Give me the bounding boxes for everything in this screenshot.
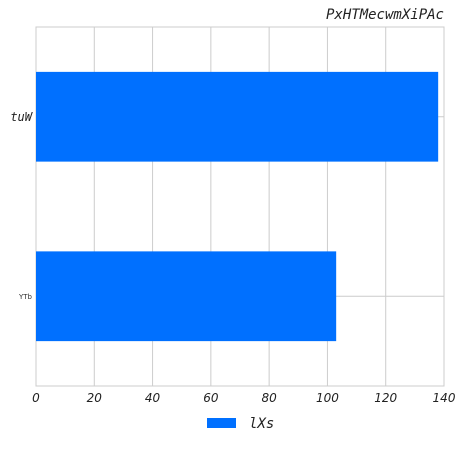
- x-tick-label: 120: [374, 391, 397, 405]
- bar-tuW: [36, 71, 439, 162]
- y-axis-ticks: tuW YTb: [10, 110, 33, 301]
- x-tick-label: 40: [145, 391, 161, 405]
- bars: [36, 71, 439, 342]
- legend: lXs: [207, 416, 274, 432]
- x-tick-label: 100: [316, 391, 339, 405]
- x-tick-label: 0: [32, 391, 40, 405]
- y-tick-label: YTb: [18, 293, 33, 301]
- chart-title: PxHTMecwmXiPAc: [326, 7, 444, 23]
- x-tick-label: 20: [87, 391, 103, 405]
- legend-label: lXs: [249, 416, 274, 432]
- x-tick-label: 80: [262, 391, 278, 405]
- y-tick-label: tuW: [10, 110, 33, 124]
- x-axis-ticks: 0 20 40 60 80 100 120 140: [32, 391, 456, 405]
- x-tick-label: 60: [203, 391, 219, 405]
- bar-YTb: [36, 251, 337, 342]
- legend-swatch: [207, 418, 236, 428]
- x-tick-label: 140: [433, 391, 456, 405]
